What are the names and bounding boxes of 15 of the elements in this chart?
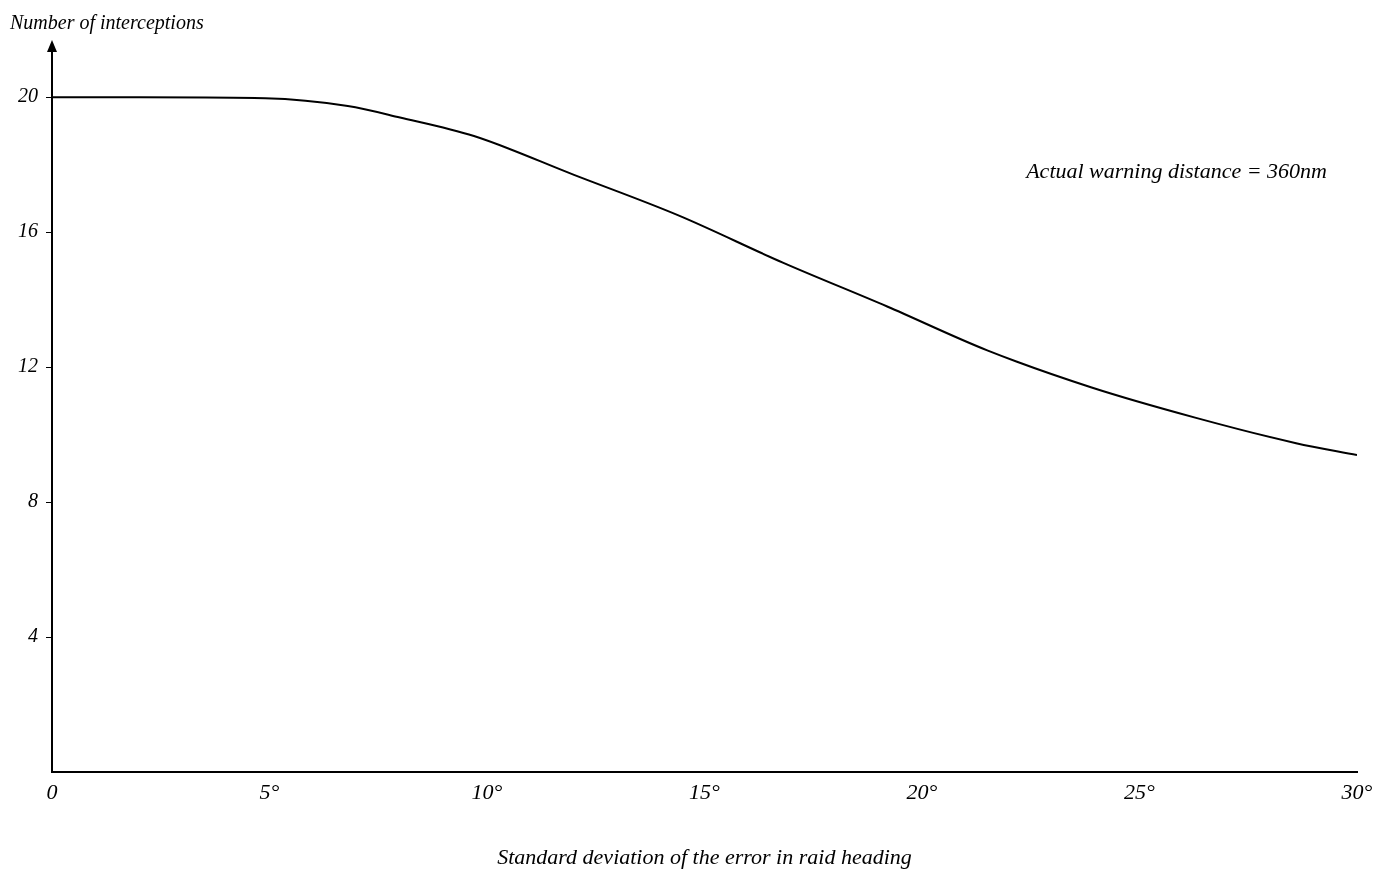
x-tick-label: 30° bbox=[1340, 779, 1373, 805]
x-tick-label: 10° bbox=[471, 779, 503, 805]
x-tick-label: 0 bbox=[46, 779, 58, 805]
y-tick-label: 12 bbox=[18, 354, 38, 377]
y-axis-title: Number of interceptions bbox=[9, 11, 204, 35]
y-tick-label: 4 bbox=[28, 624, 38, 647]
y-tick-label: 16 bbox=[18, 219, 38, 242]
x-tick-label: 5° bbox=[259, 779, 280, 805]
x-tick-label: 20° bbox=[906, 779, 938, 805]
x-tick-label: 25° bbox=[1124, 779, 1156, 805]
y-tick-label: 8 bbox=[28, 489, 38, 512]
x-axis-title: Standard deviation of the error in raid heading bbox=[497, 843, 912, 869]
y-tick-label: 20 bbox=[18, 84, 38, 107]
annotation: Actual warning distance = 360nm bbox=[1024, 157, 1327, 183]
x-tick-label: 15° bbox=[689, 779, 721, 805]
